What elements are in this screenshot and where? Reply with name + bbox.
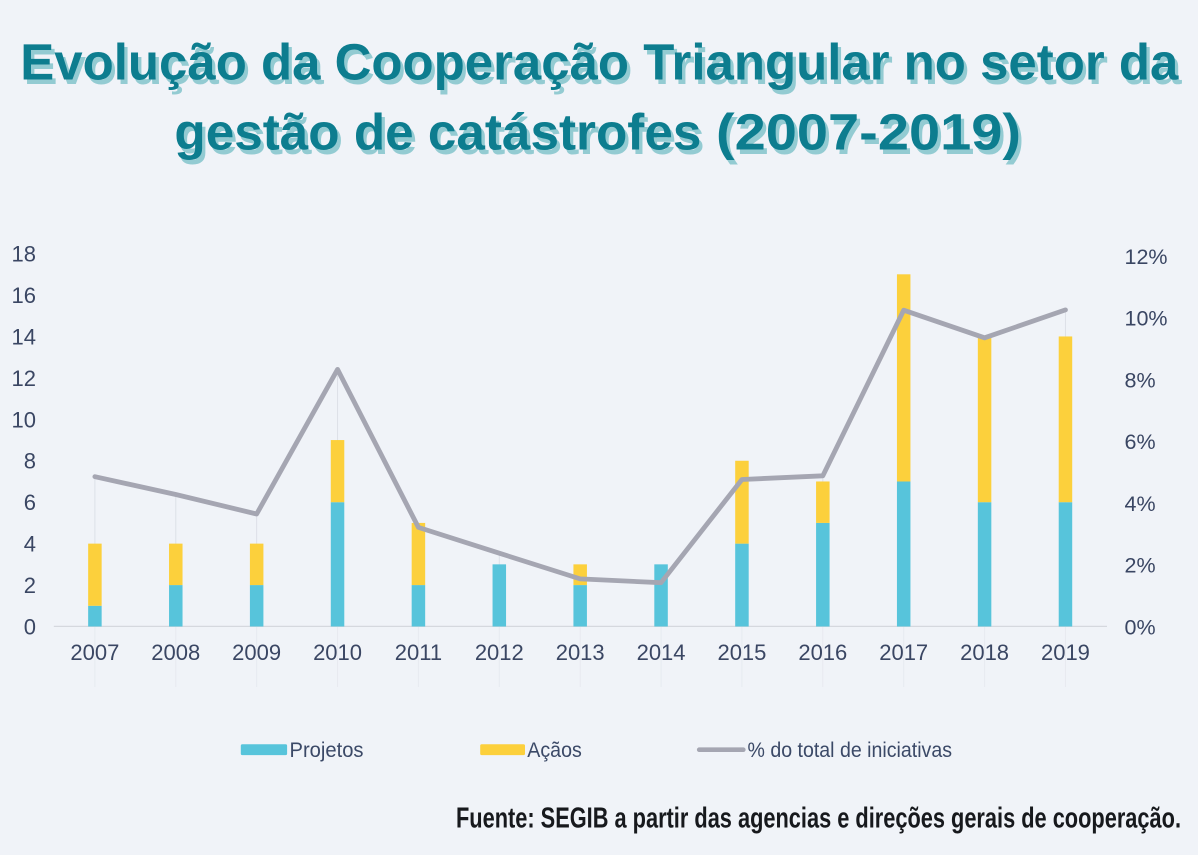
svg-text:12: 12 — [12, 366, 36, 391]
svg-text:2014: 2014 — [637, 640, 686, 665]
svg-text:2019: 2019 — [1041, 640, 1090, 665]
svg-text:4%: 4% — [1125, 492, 1156, 516]
svg-text:(2007-2019): (2007-2019) — [716, 104, 1021, 161]
svg-text:0: 0 — [24, 614, 36, 639]
svg-text:% do total de iniciativas: % do total de iniciativas — [748, 739, 953, 762]
svg-text:2: 2 — [24, 573, 36, 598]
svg-text:Fuente: SEGIB a partir das age: Fuente: SEGIB a partir das agencias e di… — [456, 802, 1181, 834]
svg-text:2011: 2011 — [395, 640, 442, 665]
svg-text:6%: 6% — [1125, 430, 1156, 454]
svg-text:2%: 2% — [1125, 554, 1156, 578]
svg-text:2010: 2010 — [313, 640, 362, 665]
svg-text:gestão de catástrofes: gestão de catástrofes — [174, 104, 701, 161]
svg-text:Evolução da Cooperação Triangu: Evolução da Cooperação Triangular no set… — [20, 34, 1179, 91]
svg-text:0%: 0% — [1125, 616, 1156, 640]
svg-text:12%: 12% — [1125, 245, 1168, 269]
svg-text:Projetos: Projetos — [290, 739, 364, 762]
svg-text:2015: 2015 — [717, 640, 766, 665]
svg-text:10: 10 — [12, 407, 36, 432]
svg-text:8: 8 — [24, 449, 36, 474]
svg-text:2017: 2017 — [879, 640, 928, 665]
svg-text:8%: 8% — [1125, 368, 1156, 392]
svg-text:gestão de catástrofes: gestão de catástrofes — [178, 108, 705, 165]
svg-text:2016: 2016 — [798, 640, 847, 665]
svg-text:18: 18 — [12, 242, 36, 267]
svg-text:14: 14 — [12, 324, 36, 349]
svg-text:6: 6 — [24, 490, 36, 515]
svg-text:2013: 2013 — [556, 640, 605, 665]
svg-text:(2007-2019): (2007-2019) — [719, 108, 1024, 165]
svg-text:Evolução da Cooperação Triangu: Evolução da Cooperação Triangular no set… — [24, 38, 1183, 95]
svg-text:2012: 2012 — [475, 640, 524, 665]
svg-text:4: 4 — [24, 532, 36, 557]
svg-text:16: 16 — [12, 283, 36, 308]
svg-text:10%: 10% — [1125, 307, 1168, 331]
svg-text:2018: 2018 — [960, 640, 1009, 665]
svg-text:2007: 2007 — [70, 640, 119, 665]
svg-text:Açãos: Açãos — [527, 739, 582, 762]
svg-text:2008: 2008 — [151, 640, 200, 665]
svg-text:2009: 2009 — [232, 640, 281, 665]
